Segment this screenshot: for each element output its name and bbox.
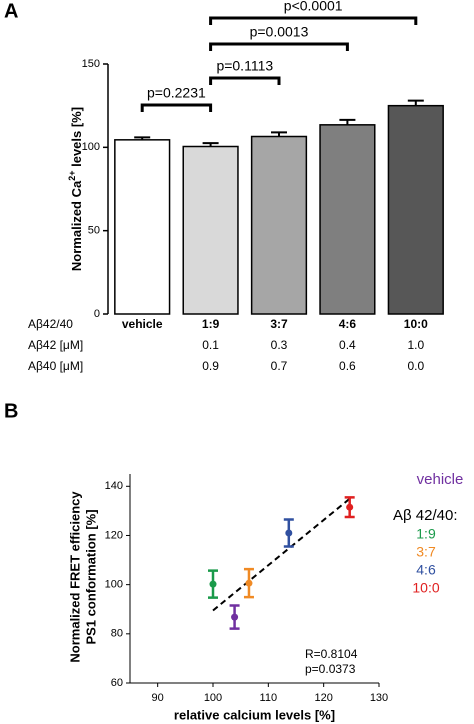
legend-entry: vehicle — [417, 471, 464, 488]
x-tick-label: 120 — [314, 692, 332, 704]
y-axis-label-part: 2+ — [67, 171, 77, 181]
y-tick-label: 0 — [94, 308, 100, 320]
y-tick-label: 150 — [82, 58, 100, 70]
x-tick-label: 130 — [370, 692, 388, 704]
row-label: Aβ42/40 — [28, 317, 73, 331]
y-axis-label-part: Normalized Ca — [69, 180, 84, 271]
data-point — [285, 529, 293, 537]
p-value: p<0.0001 — [284, 0, 343, 14]
significance-bracket — [140, 103, 213, 112]
trend-line — [212, 496, 352, 612]
bar — [387, 104, 444, 315]
error-bar — [339, 118, 356, 125]
y-axis-label-part: levels [%] — [69, 107, 84, 171]
annotation: R=0.8104 — [305, 647, 358, 661]
x-tick-label: 100 — [204, 692, 222, 704]
category-label: vehicle — [122, 317, 163, 331]
data-point — [209, 580, 217, 588]
y-tick-label: 50 — [88, 225, 100, 237]
table-cell: 0.7 — [271, 359, 288, 373]
p-value: p=0.2231 — [147, 85, 206, 101]
legend-entry: 1:9 — [416, 526, 436, 542]
y-axis-label: PS1 conformation [%] — [83, 509, 98, 644]
y-tick-label: 60 — [111, 677, 123, 689]
p-value: p=0.1113 — [216, 58, 273, 74]
panel-label: A — [4, 0, 18, 22]
row-label: Aβ42 [μM] — [28, 338, 83, 352]
category-label: 3:7 — [270, 317, 288, 331]
legend-entry: 10:0 — [412, 580, 439, 596]
category-label: 4:6 — [339, 317, 357, 331]
data-point — [346, 503, 354, 511]
error-bar — [271, 131, 287, 137]
panel-label: B — [4, 400, 18, 422]
y-tick-label: 100 — [82, 141, 100, 153]
legend-entry: 3:7 — [416, 544, 436, 560]
legend-entry: 4:6 — [416, 562, 436, 578]
error-bar — [407, 99, 424, 106]
row-label: Aβ40 [μM] — [28, 359, 83, 373]
table-cell: 0.9 — [202, 359, 219, 373]
table-cell: 0.1 — [202, 338, 219, 352]
category-label: 1:9 — [202, 317, 220, 331]
error-bar — [202, 142, 219, 147]
legend-title: Aβ 42/40: — [393, 507, 458, 524]
annotation: p=0.0373 — [305, 662, 356, 676]
error-bar — [134, 136, 151, 140]
bar — [250, 135, 308, 315]
significance-bracket — [209, 42, 349, 51]
bar — [182, 145, 239, 315]
data-point — [231, 613, 239, 621]
data-point — [245, 579, 253, 587]
y-tick-label: 80 — [111, 628, 123, 640]
table-cell: 0.3 — [271, 338, 288, 352]
table-cell: 0.6 — [339, 359, 356, 373]
y-axis-label: Normalized FRET efficiency — [67, 491, 82, 663]
significance-bracket — [209, 76, 281, 85]
x-tick-label: 110 — [260, 692, 278, 704]
y-tick-label: 100 — [105, 579, 123, 591]
bar — [319, 124, 376, 315]
table-cell: 1.0 — [407, 338, 424, 352]
table-cell: 0.0 — [407, 359, 424, 373]
y-axis-label: Normalized Ca2+ levels [%] — [67, 107, 84, 271]
bar — [114, 139, 171, 315]
x-axis-label: relative calcium levels [%] — [174, 707, 335, 722]
x-tick-label: 90 — [152, 692, 164, 704]
y-tick-label: 140 — [105, 480, 123, 492]
y-tick-label: 120 — [105, 529, 123, 541]
table-cell: 0.4 — [339, 338, 356, 352]
p-value: p=0.0013 — [250, 24, 309, 40]
category-label: 10:0 — [404, 317, 428, 331]
significance-bracket — [209, 16, 418, 25]
